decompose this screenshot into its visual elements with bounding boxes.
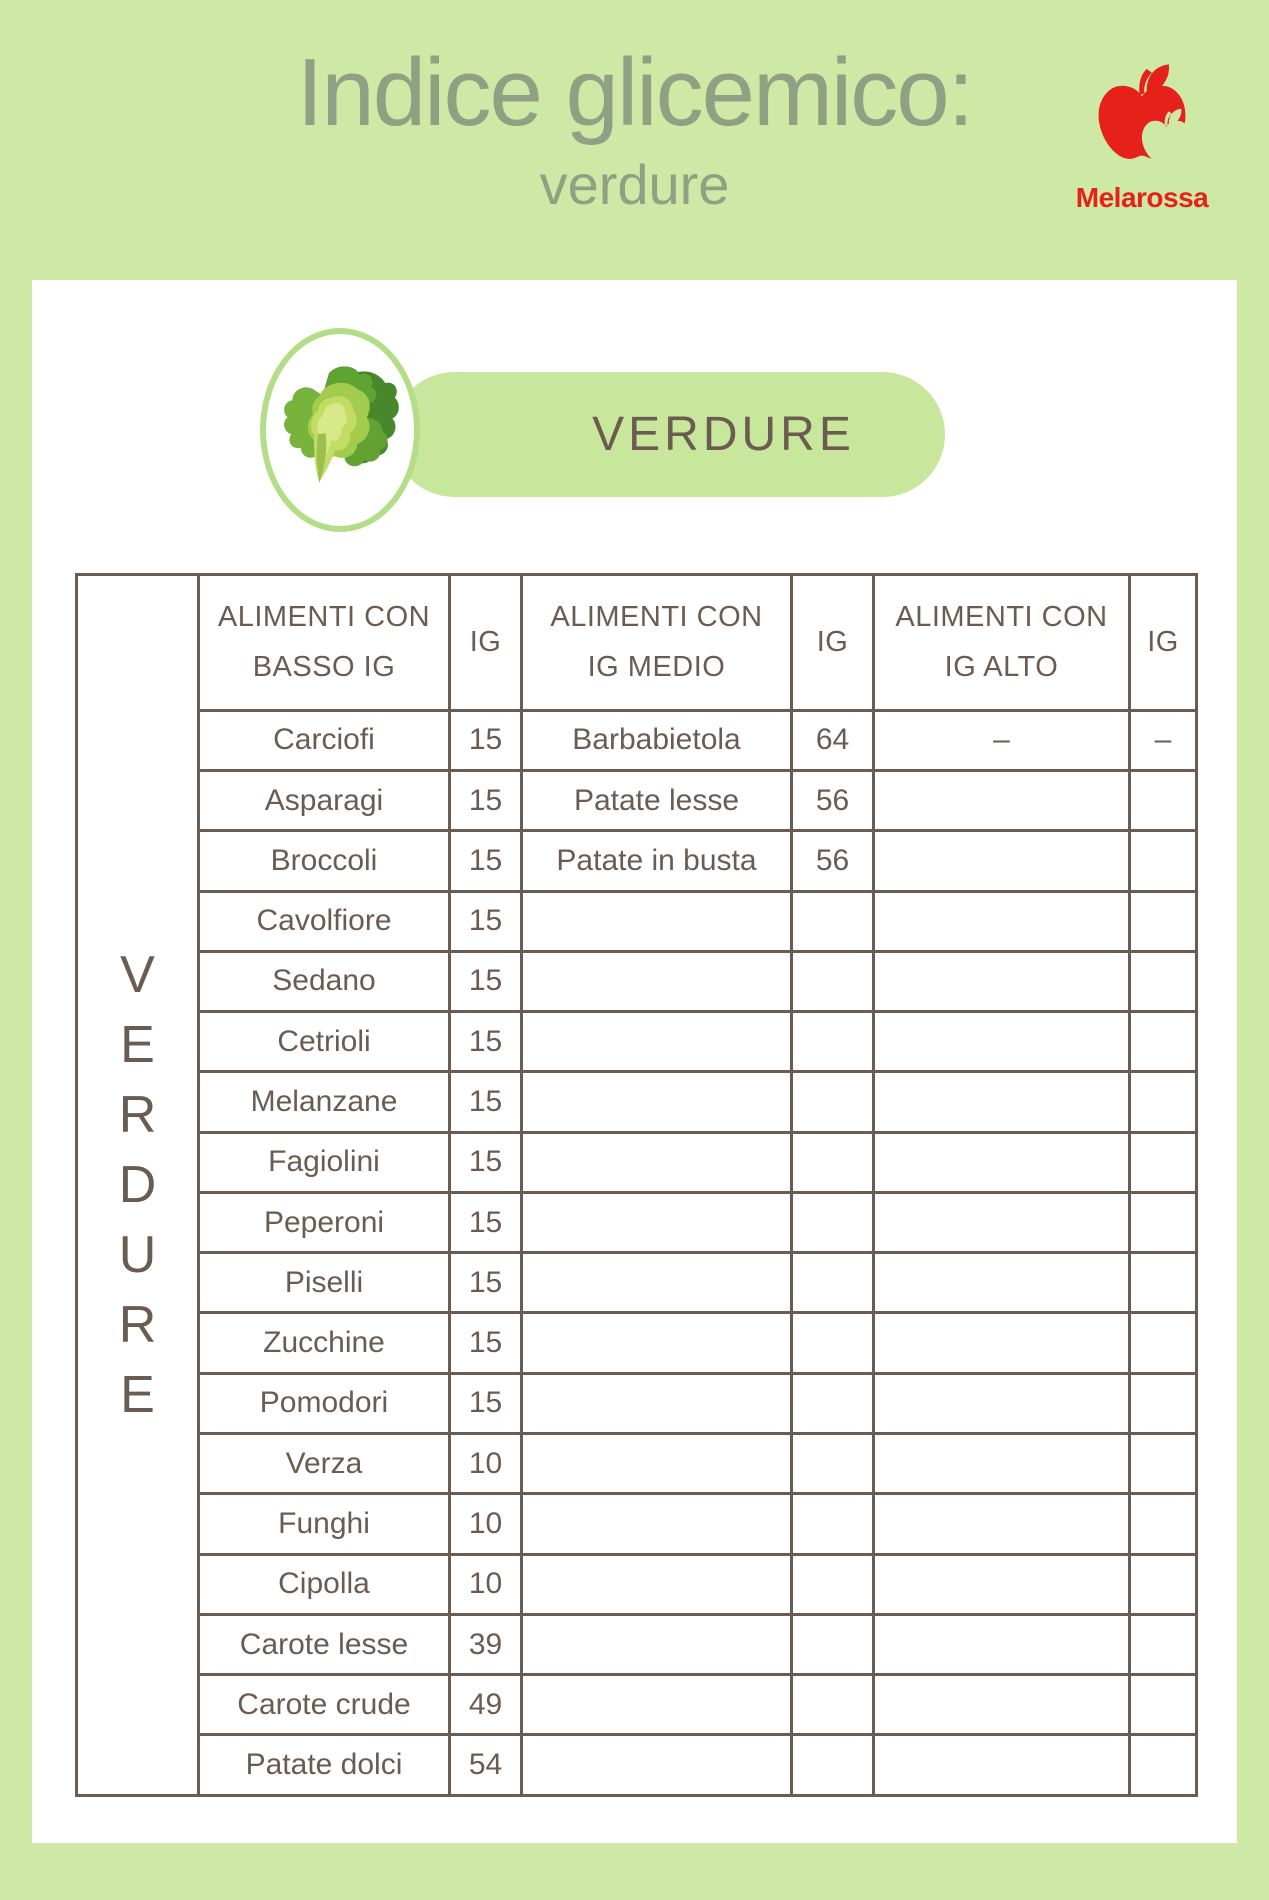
page-title: Indice glicemico: (296, 39, 975, 146)
category-banner: VERDURE (392, 372, 945, 497)
content-card (32, 280, 1237, 1843)
page-subtitle: verdure (539, 153, 730, 216)
apple-logo-icon (1098, 64, 1188, 162)
lettuce-icon (284, 366, 399, 484)
category-banner-label: VERDURE (592, 408, 855, 461)
melarossa-logo: Melarossa (1072, 58, 1212, 214)
logo-wordmark: Melarossa (1075, 182, 1209, 213)
category-badge (260, 328, 420, 532)
